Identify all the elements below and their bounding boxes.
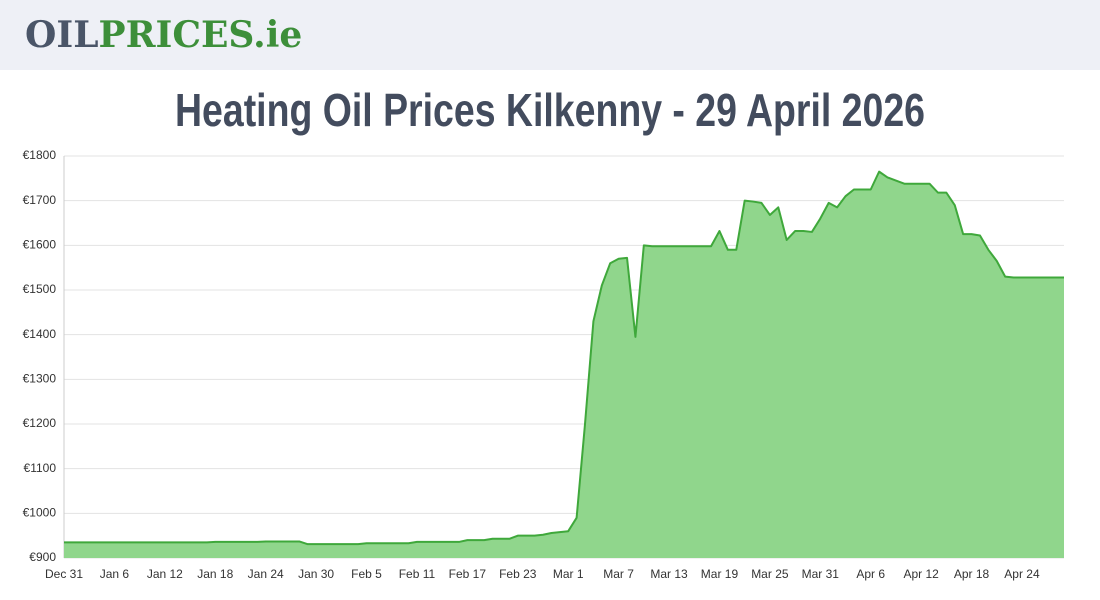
x-tick-label: Feb 5: [351, 567, 382, 581]
x-tick-label: Jan 24: [248, 567, 284, 581]
x-tick-label: Jan 18: [197, 567, 233, 581]
y-tick-label: €1400: [23, 327, 57, 341]
area: [64, 171, 1064, 558]
x-tick-label: Mar 31: [802, 567, 840, 581]
y-tick-label: €1800: [23, 148, 57, 162]
x-tick-label: Feb 17: [449, 567, 487, 581]
x-tick-label: Dec 31: [45, 567, 83, 581]
y-tick-label: €1000: [23, 506, 57, 520]
y-tick-label: €900: [29, 550, 56, 564]
plot: €900 €1000 €1100 €1200 €1300 €1400 €1500 €1600 €…: [23, 148, 1064, 581]
y-tick-label: €1200: [23, 416, 57, 430]
x-tick-label: Apr 6: [856, 567, 885, 581]
y-tick-label: €1600: [23, 238, 57, 252]
x-tick-label: Apr 12: [903, 567, 939, 581]
y-tick-label: €1300: [23, 372, 57, 386]
logo-prices: PRICES: [99, 14, 254, 56]
logo[interactable]: OILPRICES.ie: [25, 14, 302, 56]
y-tick-label: €1100: [24, 461, 57, 475]
logo-oil: OIL: [25, 14, 99, 56]
x-tick-label: Mar 1: [553, 567, 584, 581]
chart-title: Heating Oil Prices Kilkenny - 29 April 2…: [175, 84, 925, 136]
x-tick-label: Mar 13: [650, 567, 688, 581]
x-tick-label: Feb 11: [399, 567, 436, 581]
x-tick-label: Jan 6: [100, 567, 130, 581]
x-tick-label: Feb 23: [499, 567, 537, 581]
x-tick-label: Apr 24: [1004, 567, 1040, 581]
x-tick-label: Mar 7: [603, 567, 634, 581]
y-tick-label: €1700: [23, 193, 57, 207]
line: [64, 170, 1064, 546]
x-tick-label: Jan 30: [298, 567, 334, 581]
y-tick-label: €1500: [23, 282, 57, 296]
header-bar: [0, 0, 1100, 70]
x-tick-label: Mar 19: [701, 567, 739, 581]
x-tick-label: Jan 12: [147, 567, 183, 581]
x-tick-label: Apr 18: [954, 567, 990, 581]
x-tick-label: Mar 25: [751, 567, 789, 581]
logo-ie: .ie: [253, 14, 302, 56]
